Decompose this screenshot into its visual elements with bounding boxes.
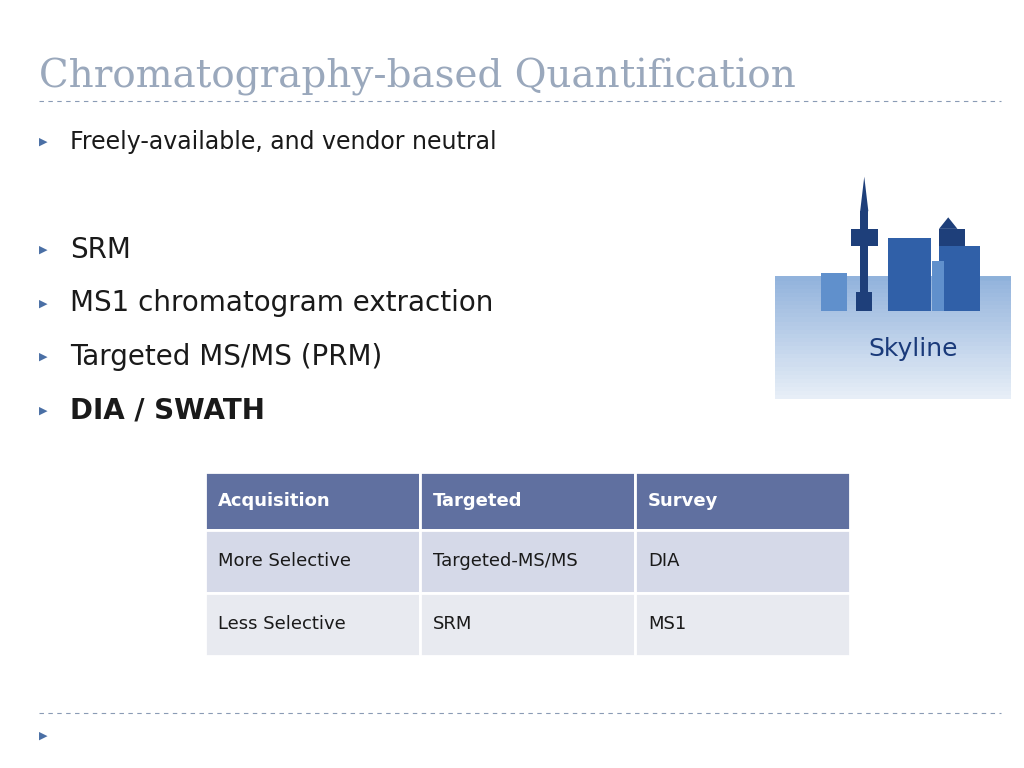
Text: ▶: ▶ [39, 298, 47, 309]
Bar [939, 246, 980, 311]
Text: ▶: ▶ [39, 244, 47, 255]
Bar [420, 593, 635, 656]
Text: ▶: ▶ [39, 352, 47, 362]
Bar [821, 273, 847, 311]
Bar [775, 310, 1011, 313]
Text: ▶: ▶ [39, 730, 47, 741]
Text: Survey: Survey [648, 492, 718, 510]
Bar [635, 530, 850, 593]
Bar [775, 280, 1011, 285]
Text: Freely-available, and vendor neutral: Freely-available, and vendor neutral [70, 130, 497, 154]
Bar [635, 593, 850, 656]
Bar [775, 285, 1011, 289]
Bar [775, 322, 1011, 326]
Bar [775, 379, 1011, 383]
Text: Less Selective: Less Selective [218, 615, 345, 634]
Bar [205, 593, 420, 656]
Bar [775, 301, 1011, 305]
Bar [420, 472, 635, 530]
Polygon shape [934, 276, 1011, 280]
Text: Skyline: Skyline [868, 337, 958, 362]
Bar [775, 362, 1011, 366]
Text: ▶: ▶ [39, 406, 47, 416]
Polygon shape [860, 177, 868, 211]
Bar [775, 383, 1011, 387]
Bar [775, 354, 1011, 359]
Bar [775, 350, 1011, 354]
Text: More Selective: More Selective [218, 552, 350, 571]
Bar [888, 238, 931, 311]
Bar [775, 342, 1011, 346]
Bar [775, 359, 1011, 362]
Bar [775, 293, 1011, 297]
Bar [775, 334, 1011, 338]
Text: Acquisition: Acquisition [218, 492, 331, 510]
Bar [775, 313, 1011, 317]
Text: SRM: SRM [433, 615, 472, 634]
Bar [932, 261, 944, 311]
Bar [856, 292, 872, 311]
Bar [939, 229, 965, 246]
Bar [775, 276, 1011, 280]
Bar [775, 396, 1011, 399]
Bar [775, 305, 1011, 310]
Text: DIA / SWATH: DIA / SWATH [70, 397, 264, 425]
Bar [205, 530, 420, 593]
Bar [775, 375, 1011, 379]
Bar [775, 326, 1011, 329]
Bar [775, 391, 1011, 396]
Bar [205, 472, 420, 530]
Text: Targeted: Targeted [433, 492, 522, 510]
Bar [775, 289, 1011, 293]
Text: DIA: DIA [648, 552, 679, 571]
Bar [860, 211, 868, 311]
Text: Targeted-MS/MS: Targeted-MS/MS [433, 552, 578, 571]
Bar [775, 297, 1011, 301]
Text: SRM: SRM [70, 236, 130, 263]
Bar [635, 472, 850, 530]
Text: MS1 chromatogram extraction: MS1 chromatogram extraction [70, 290, 493, 317]
Bar [775, 371, 1011, 375]
Bar [775, 387, 1011, 391]
Bar [775, 366, 1011, 371]
Bar [851, 229, 878, 246]
Bar [420, 530, 635, 593]
Bar [775, 346, 1011, 350]
Text: Chromatography-based Quantification: Chromatography-based Quantification [39, 58, 796, 95]
Text: Targeted MS/MS (PRM): Targeted MS/MS (PRM) [70, 343, 382, 371]
Text: MS1: MS1 [648, 615, 686, 634]
Bar [775, 329, 1011, 334]
Bar [775, 338, 1011, 342]
Polygon shape [939, 217, 957, 229]
Bar [775, 317, 1011, 322]
Text: ▶: ▶ [39, 137, 47, 147]
